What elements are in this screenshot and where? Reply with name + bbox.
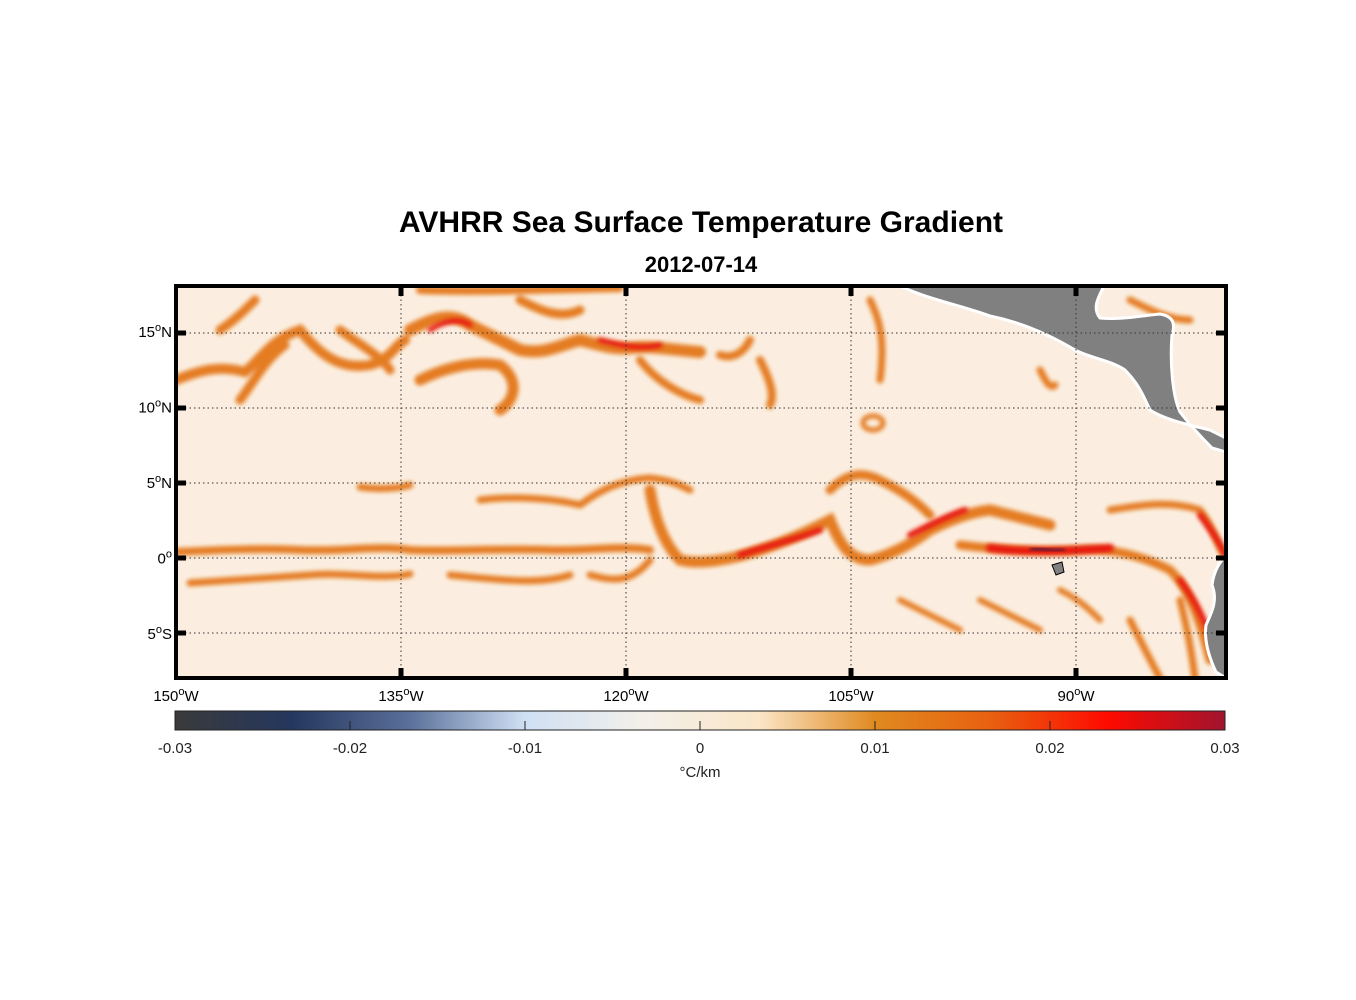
colorbar-ticks (349, 721, 1051, 730)
colorbar-tick-label: -0.02 (332, 740, 368, 757)
max-gradient-core (1029, 545, 1066, 555)
y-tick-label: 5oN (147, 473, 172, 492)
x-tick-label: 135oW (378, 686, 424, 705)
strong-fronts (427, 318, 1226, 653)
colorbar-tick-label: 0.01 (860, 740, 890, 757)
colorbar-tick-label: -0.01 (507, 740, 543, 757)
x-tick-label: 120oW (603, 686, 649, 705)
chart-title: AVHRR Sea Surface Temperature Gradient (398, 206, 1004, 239)
x-tick-label: 90oW (1058, 686, 1096, 705)
x-tick-label: 105oW (828, 686, 874, 705)
colorbar-tick-label: 0.02 (1035, 740, 1065, 757)
colorbar-units-label: °C/km (679, 764, 721, 781)
y-tick-label: 15oN (138, 322, 172, 341)
x-tick-label: 150oW (153, 686, 199, 705)
land-central-america (899, 286, 1226, 454)
map-area (176, 286, 1226, 678)
y-tick-label: 0o (158, 548, 172, 567)
y-tick-labels: 15oN 10oN 5oN 0o 5oS (138, 322, 172, 643)
land-galapagos (1051, 561, 1065, 576)
y-tick-label: 5oS (148, 624, 172, 643)
tick-marks (176, 286, 1226, 678)
colorbar-tick-label: 0.03 (1210, 740, 1240, 757)
y-tick-label: 10oN (138, 398, 172, 417)
colorbar-tick-label: 0 (695, 740, 705, 757)
colorbar-tick-label: -0.03 (157, 740, 193, 757)
land-south-america (1204, 552, 1226, 678)
x-tick-labels: 150oW 135oW 120oW 105oW 90oW (153, 686, 1095, 705)
chart-subtitle: 2012-07-14 (644, 252, 758, 277)
